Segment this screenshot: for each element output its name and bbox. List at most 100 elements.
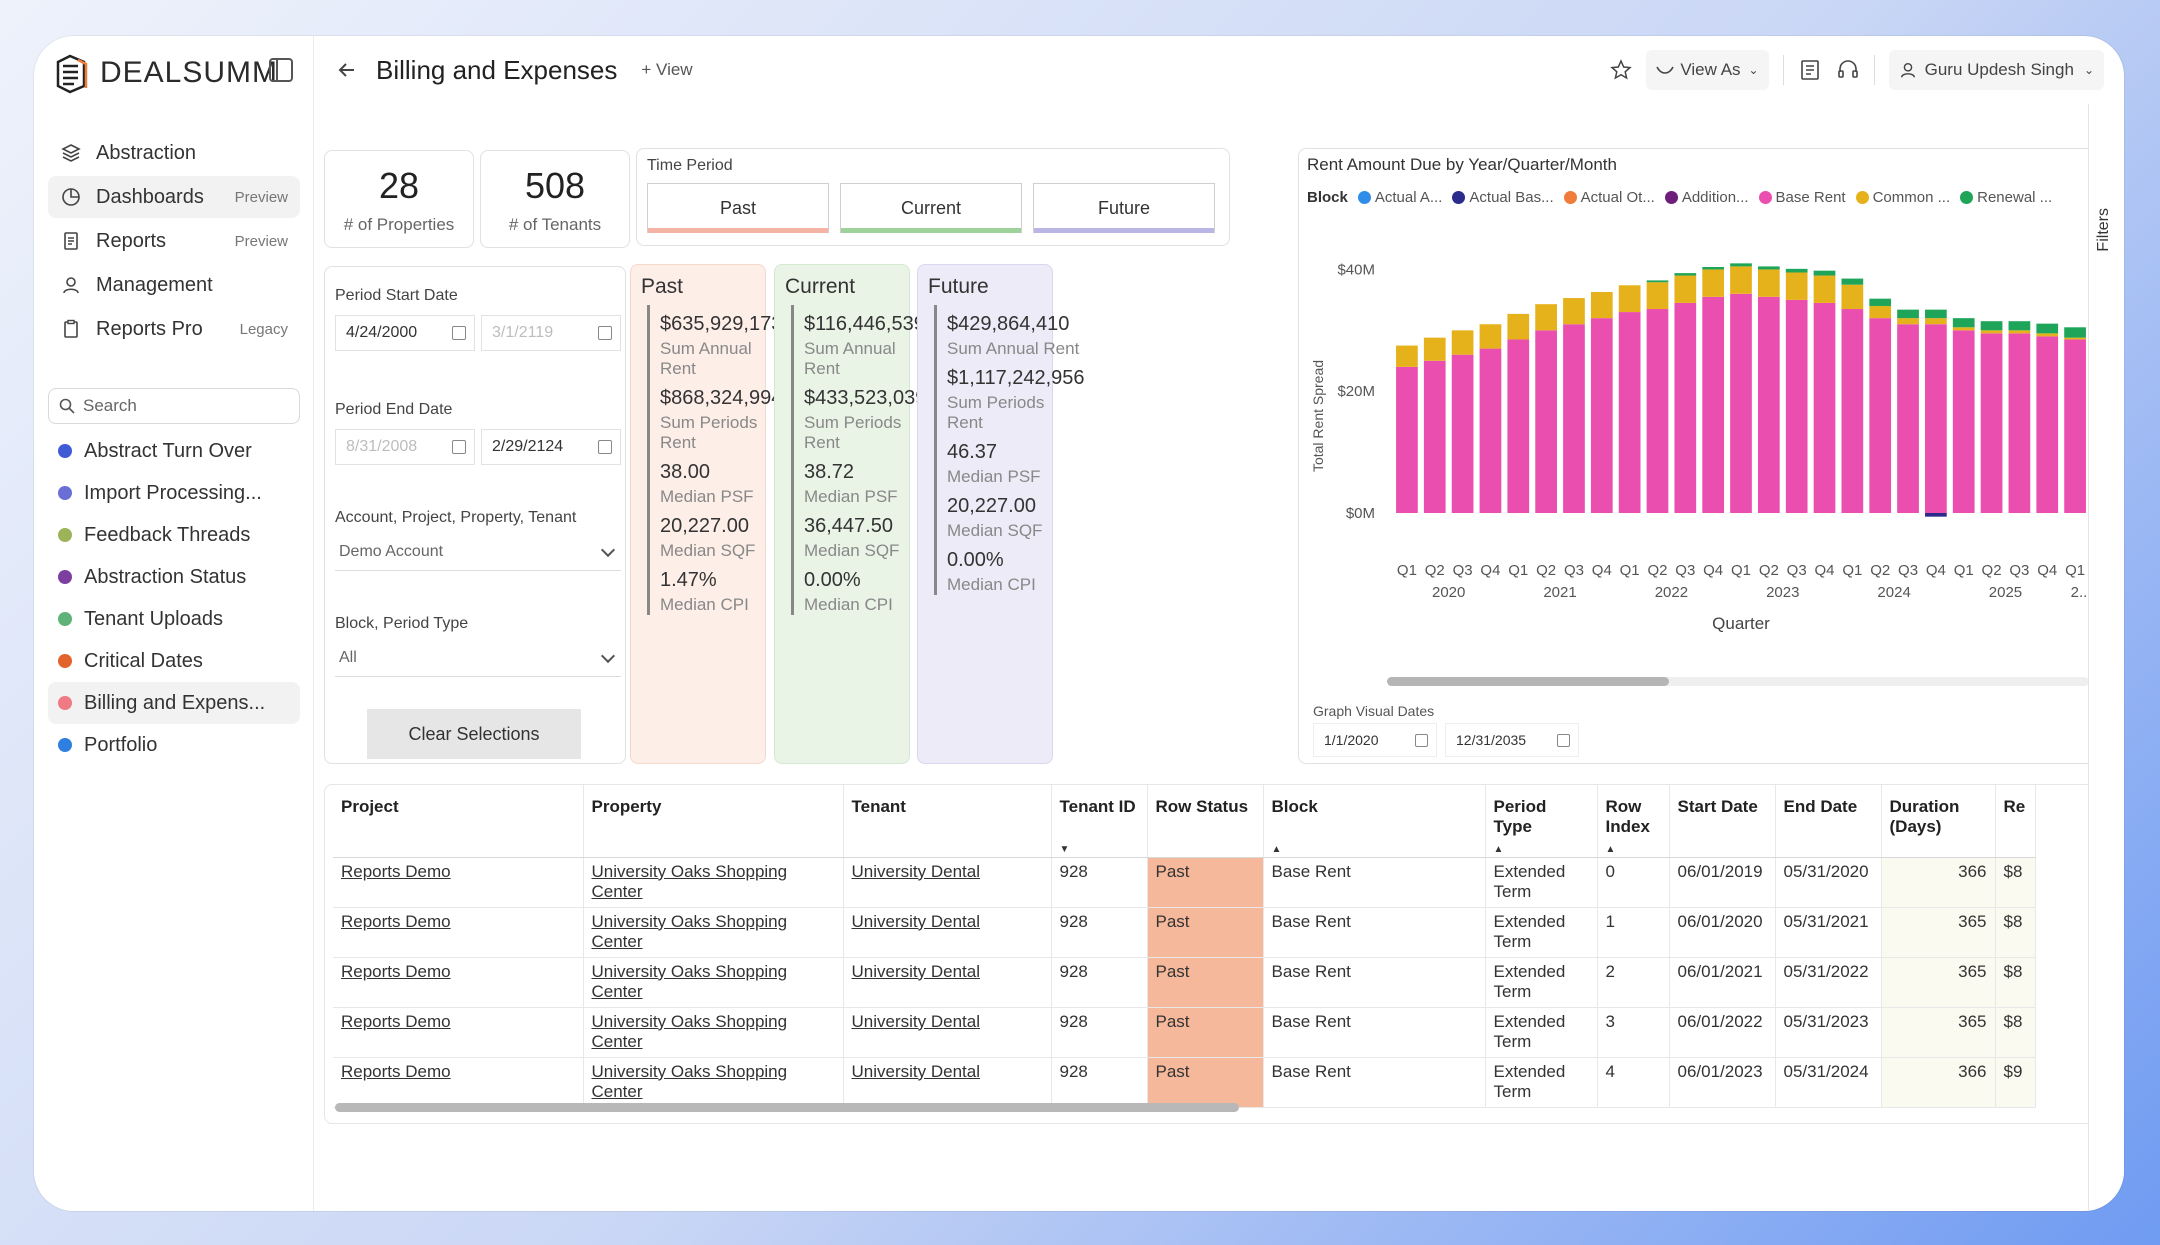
table-link-cell[interactable]: University Oaks Shopping Center xyxy=(583,1007,844,1058)
sort-descending-icon[interactable]: ▼ xyxy=(1059,843,1070,855)
table-row[interactable]: Reports Demo University Oaks Shopping Cen… xyxy=(333,1057,2036,1108)
column-header[interactable]: Block ▲ xyxy=(1263,785,1486,858)
nav-item-management[interactable]: Management xyxy=(48,264,300,306)
column-header[interactable]: Period Type ▲ xyxy=(1485,785,1598,858)
y-tick-label: $40M xyxy=(1337,261,1375,278)
stat-value: $116,446,539 xyxy=(804,313,925,335)
logo[interactable]: DEALSUMM xyxy=(50,52,278,94)
table-link-cell[interactable]: University Oaks Shopping Center xyxy=(583,957,844,1008)
table-link-cell[interactable]: University Dental xyxy=(843,1007,1052,1058)
table-cell: 06/01/2020 xyxy=(1669,907,1776,958)
period-start-to-input[interactable]: 3/1/2119 xyxy=(481,315,621,351)
column-header[interactable]: Property xyxy=(583,785,844,858)
table-horizontal-scrollbar[interactable] xyxy=(335,1103,1239,1112)
dashboard-item[interactable]: Portfolio xyxy=(48,724,300,766)
dashboard-item[interactable]: Abstraction Status xyxy=(48,556,300,598)
user-menu-button[interactable]: Guru Updesh Singh ⌄ xyxy=(1888,50,2104,90)
sort-ascending-icon[interactable]: ▲ xyxy=(1493,843,1504,855)
dashboard-item[interactable]: Tenant Uploads xyxy=(48,598,300,640)
table-row[interactable]: Reports Demo University Oaks Shopping Cen… xyxy=(333,957,2036,1008)
legend-entry[interactable]: Common ... xyxy=(1855,189,1950,206)
table-row[interactable]: Reports Demo University Oaks Shopping Cen… xyxy=(333,857,2036,908)
table-link-cell[interactable]: Reports Demo xyxy=(333,1007,584,1058)
table-link-cell[interactable]: Reports Demo xyxy=(333,957,584,1008)
star-icon[interactable] xyxy=(1610,59,1633,81)
column-header[interactable]: Project xyxy=(333,785,584,858)
sidebar-collapse-icon[interactable] xyxy=(269,58,293,82)
clear-selections-button[interactable]: Clear Selections xyxy=(367,709,581,759)
table-link-cell[interactable]: Reports Demo xyxy=(333,857,584,908)
table-link-cell[interactable]: Reports Demo xyxy=(333,1057,584,1108)
calendar-icon[interactable] xyxy=(598,326,612,340)
stat-label: Median CPI xyxy=(804,595,893,614)
dashboard-item[interactable]: Abstract Turn Over xyxy=(48,430,300,472)
dashboard-item[interactable]: Billing and Expens... xyxy=(48,682,300,724)
column-header[interactable]: End Date xyxy=(1775,785,1882,858)
time-period-past-button[interactable]: Past xyxy=(647,183,829,233)
sidebar-search-input[interactable]: Search xyxy=(48,388,300,424)
sort-ascending-icon[interactable]: ▲ xyxy=(1271,843,1282,855)
block-dropdown[interactable]: All xyxy=(335,639,621,677)
chart-scrollbar-track[interactable] xyxy=(1387,677,2089,686)
chart-scrollbar-thumb[interactable] xyxy=(1387,677,1669,686)
table-row[interactable]: Reports Demo University Oaks Shopping Cen… xyxy=(333,907,2036,958)
table-link-cell[interactable]: University Oaks Shopping Center xyxy=(583,1057,844,1108)
table-link-cell[interactable]: University Dental xyxy=(843,1057,1052,1108)
period-start-from-input[interactable]: 4/24/2000 xyxy=(335,315,475,351)
calendar-icon[interactable] xyxy=(1557,734,1570,747)
add-view-button[interactable]: + View xyxy=(641,60,693,79)
filters-pane-toggle[interactable]: Filters xyxy=(2088,104,2124,1211)
legend-entry[interactable]: Addition... xyxy=(1664,189,1749,206)
account-dropdown[interactable]: Demo Account xyxy=(335,533,621,571)
legend-entry[interactable]: Actual Ot... xyxy=(1563,189,1655,206)
graph-to-date-input[interactable]: 12/31/2035 xyxy=(1445,723,1579,757)
calendar-icon[interactable] xyxy=(1415,734,1428,747)
legend-label: Actual Bas... xyxy=(1469,189,1554,206)
column-header[interactable]: Row Status xyxy=(1147,785,1264,858)
table-link-cell[interactable]: University Dental xyxy=(843,907,1052,958)
table-cell: 05/31/2020 xyxy=(1775,857,1882,908)
table-link-cell[interactable]: University Oaks Shopping Center xyxy=(583,857,844,908)
dashboard-item[interactable]: Import Processing... xyxy=(48,472,300,514)
column-header[interactable]: Tenant xyxy=(843,785,1052,858)
headset-icon[interactable] xyxy=(1836,58,1860,82)
calendar-icon[interactable] xyxy=(452,326,466,340)
legend-entry[interactable]: Base Rent xyxy=(1758,189,1846,206)
back-arrow-icon[interactable] xyxy=(336,59,358,81)
nav-item-dashboards[interactable]: Dashboards Preview xyxy=(48,176,300,218)
input-value: 8/31/2008 xyxy=(346,438,418,455)
nav-item-reports[interactable]: Reports Preview xyxy=(48,220,300,262)
column-header[interactable]: Start Date xyxy=(1669,785,1776,858)
sort-ascending-icon[interactable]: ▲ xyxy=(1605,843,1616,855)
table-link-cell[interactable]: University Oaks Shopping Center xyxy=(583,907,844,958)
column-header[interactable]: Duration (Days) xyxy=(1881,785,1996,858)
period-end-from-input[interactable]: 8/31/2008 xyxy=(335,429,475,465)
bar-segment xyxy=(1980,321,2003,331)
bar-segment xyxy=(1646,282,1669,310)
dashboard-item[interactable]: Critical Dates xyxy=(48,640,300,682)
column-header[interactable]: Re xyxy=(1995,785,2036,858)
column-header[interactable]: Row Index ▲ xyxy=(1597,785,1670,858)
legend-entry[interactable]: Renewal ... xyxy=(1960,189,2052,206)
graph-from-date-input[interactable]: 1/1/2020 xyxy=(1313,723,1437,757)
table-cell: 928 xyxy=(1051,857,1148,908)
table-link-cell[interactable]: University Dental xyxy=(843,857,1052,908)
column-header-label: End Date xyxy=(1783,797,1858,816)
legend-entry[interactable]: Actual Bas... xyxy=(1452,189,1554,206)
calendar-icon[interactable] xyxy=(452,440,466,454)
table-link-cell[interactable]: Reports Demo xyxy=(333,907,584,958)
period-end-to-input[interactable]: 2/29/2124 xyxy=(481,429,621,465)
view-as-button[interactable]: View As ⌄ xyxy=(1646,50,1769,90)
table-row[interactable]: Reports Demo University Oaks Shopping Cen… xyxy=(333,1007,2036,1058)
legend-entry[interactable]: Actual A... xyxy=(1357,189,1442,206)
column-header[interactable]: Tenant ID ▼ xyxy=(1051,785,1148,858)
nav-item-reports-pro[interactable]: Reports Pro Legacy xyxy=(48,308,300,350)
time-period-current-button[interactable]: Current xyxy=(840,183,1022,233)
table-link-cell[interactable]: University Dental xyxy=(843,957,1052,1008)
legend-label: Renewal ... xyxy=(1977,189,2053,206)
dashboard-item[interactable]: Feedback Threads xyxy=(48,514,300,556)
nav-item-abstraction[interactable]: Abstraction xyxy=(48,132,300,174)
calendar-icon[interactable] xyxy=(598,440,612,454)
report-icon[interactable] xyxy=(1798,58,1822,82)
time-period-future-button[interactable]: Future xyxy=(1033,183,1215,233)
